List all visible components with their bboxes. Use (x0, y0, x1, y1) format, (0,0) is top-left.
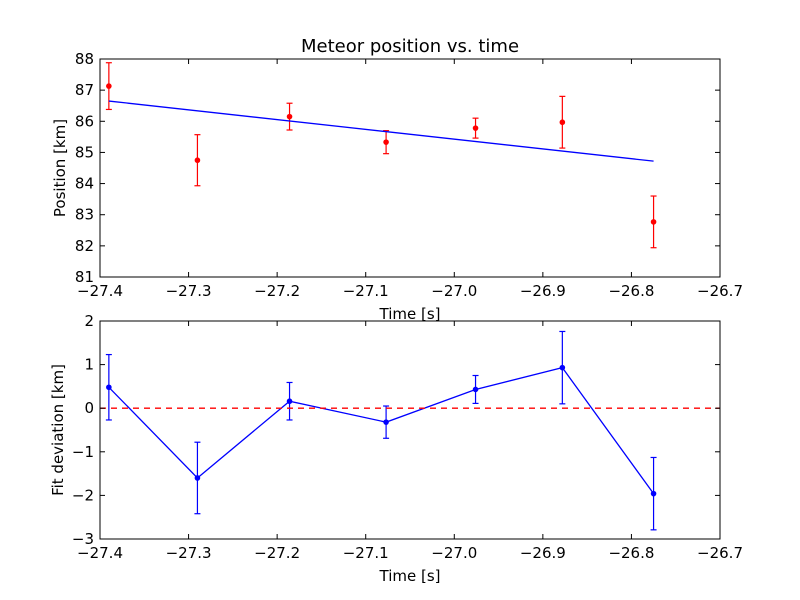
position-y-tick-label: 81 (75, 268, 94, 286)
deviation-y-tick-label: 1 (84, 356, 94, 374)
deviation-x-tick-label: −26.7 (697, 544, 743, 562)
position-y-tick-label: 85 (75, 143, 94, 161)
figure-background (0, 0, 800, 600)
deviation-x-tick-label: −27.1 (343, 544, 389, 562)
position-x-tick-label: −27.0 (431, 282, 477, 300)
deviation-x-tick-label: −27.3 (166, 544, 212, 562)
position-y-tick-label: 84 (75, 175, 94, 193)
position-data-point (384, 140, 389, 145)
position-y-tick-label: 83 (75, 206, 94, 224)
deviation-y-tick-label: 0 (84, 399, 94, 417)
deviation-x-tick-label: −26.8 (608, 544, 654, 562)
deviation-x-tick-label: −27.2 (254, 544, 300, 562)
position-y-axis-label: Position [km] (51, 119, 69, 217)
position-x-axis-label: Time [s] (379, 305, 441, 323)
position-x-tick-label: −26.9 (520, 282, 566, 300)
deviation-y-tick-label: −3 (72, 530, 94, 548)
position-x-tick-label: −27.2 (254, 282, 300, 300)
position-y-tick-label: 87 (75, 81, 94, 99)
position-data-point (107, 84, 112, 89)
deviation-x-axis-label: Time [s] (379, 567, 441, 585)
position-y-tick-label: 88 (75, 50, 94, 68)
position-y-tick-label: 86 (75, 112, 94, 130)
deviation-y-tick-label: −1 (72, 443, 94, 461)
deviation-y-axis-label: Fit deviation [km] (49, 364, 67, 496)
deviation-x-tick-label: −26.9 (520, 544, 566, 562)
position-data-point (287, 114, 292, 119)
deviation-data-point (107, 385, 112, 390)
position-x-tick-label: −27.3 (166, 282, 212, 300)
position-data-point (473, 126, 478, 131)
deviation-y-tick-label: −2 (72, 486, 94, 504)
deviation-data-point (651, 491, 656, 496)
position-chart-title: Meteor position vs. time (301, 36, 519, 57)
deviation-data-point (384, 420, 389, 425)
deviation-y-tick-label: 2 (84, 312, 94, 330)
position-x-tick-label: −26.7 (697, 282, 743, 300)
position-data-point (560, 120, 565, 125)
position-data-point (195, 158, 200, 163)
deviation-data-point (195, 476, 200, 481)
deviation-data-point (560, 365, 565, 370)
deviation-x-tick-label: −27.0 (431, 544, 477, 562)
deviation-data-point (287, 399, 292, 404)
position-y-tick-label: 82 (75, 237, 94, 255)
position-x-tick-label: −26.8 (608, 282, 654, 300)
deviation-data-point (473, 387, 478, 392)
figure: Meteor position vs. time −27.4 −27.3 −27.2… (0, 0, 800, 600)
position-data-point (651, 220, 656, 225)
position-x-tick-label: −27.1 (343, 282, 389, 300)
